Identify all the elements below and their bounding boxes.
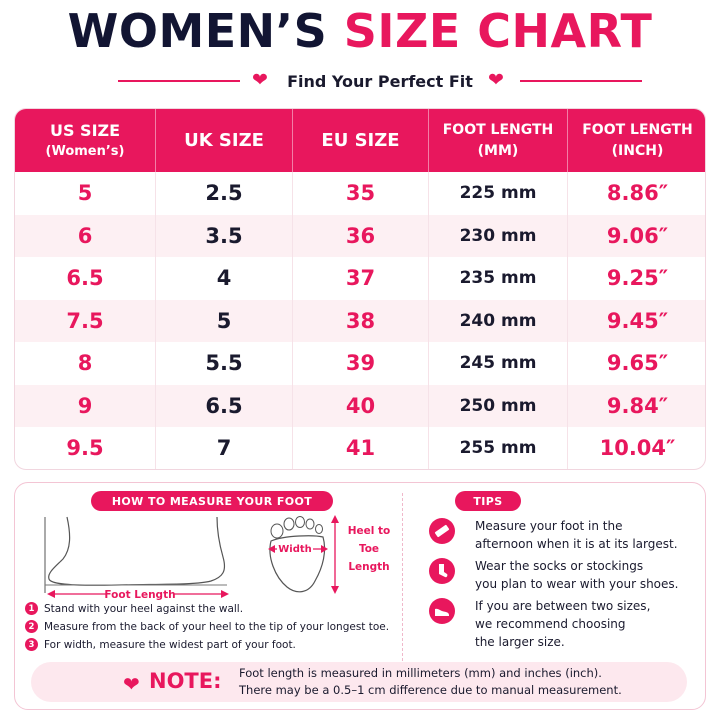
tip-text-line: you plan to wear with your shoes.	[475, 577, 679, 591]
title-part-1: WOMEN’S	[67, 4, 328, 58]
uk-size-cell: 7	[156, 427, 293, 469]
us-size-cell: 8	[15, 342, 156, 385]
tip-item: Measure your foot in the afternoon when …	[429, 517, 699, 553]
foot-length-inch-cell: 9.25″	[606, 266, 669, 291]
heel-to-toe-label-3: Length	[348, 561, 389, 573]
tip-text-line: we recommend choosing	[475, 617, 626, 631]
foot-length-mm-cell: 225 mm	[429, 172, 568, 215]
eu-size-cell: 39	[293, 342, 429, 385]
foot-length-inch-cell: 9.65″	[606, 351, 669, 376]
foot-top-illustration: Width Heel to Toe Length	[268, 515, 391, 594]
page-title: WOMEN’S SIZE CHART	[0, 4, 720, 58]
shoe-icon	[429, 598, 455, 624]
foot-length-inch-cell: 8.86″	[606, 181, 669, 206]
us-size-cell: 6.5	[15, 257, 156, 300]
measure-step: 1 Stand with your heel against the wall.	[25, 602, 243, 615]
tip-item: Wear the socks or stockings you plan to …	[429, 557, 699, 593]
tip-item: If you are between two sizes, we recomme…	[429, 597, 699, 651]
foot-length-mm-cell: 250 mm	[429, 384, 568, 427]
column-header-uk-size: UK SIZE	[156, 109, 293, 172]
step-number: 2	[25, 620, 38, 633]
tip-text-line: afternoon when it is at its largest.	[475, 537, 678, 551]
eu-size-cell: 38	[293, 299, 429, 342]
us-size-cell: 9.5	[15, 427, 156, 469]
foot-length-mm-cell: 235 mm	[429, 257, 568, 300]
uk-size-cell: 5	[156, 299, 293, 342]
note-line: Foot length is measured in millimeters (…	[239, 666, 602, 680]
table-row: 6 3.5 36 230 mm 9.06″	[15, 214, 705, 257]
panel-divider	[402, 493, 403, 661]
uk-size-cell: 5.5	[156, 342, 293, 385]
sock-icon	[429, 558, 455, 584]
note-text: Foot length is measured in millimeters (…	[239, 665, 622, 699]
table-row: 9 6.5 40 250 mm 9.84″	[15, 384, 705, 427]
foot-length-mm-cell: 230 mm	[429, 214, 568, 257]
heel-to-toe-label-2: Toe	[359, 543, 379, 555]
eu-size-cell: 35	[293, 172, 429, 215]
step-number: 3	[25, 638, 38, 651]
column-header-eu-size: EU SIZE	[293, 109, 429, 172]
subtitle-row: ❤ Find Your Perfect Fit ❤	[0, 68, 720, 94]
table-body: 5 2.5 35 225 mm 8.86″ 6 3.5 36 230 mm 9.06″ 6.5 4 37…	[15, 172, 705, 469]
eu-size-cell: 37	[293, 257, 429, 300]
column-header-foot-length-inch: FOOT LENGTH (INCH)	[582, 121, 693, 159]
foot-length-mm-cell: 255 mm	[429, 427, 568, 469]
table-row: 5 2.5 35 225 mm 8.86″	[15, 172, 705, 215]
heart-icon: ❤	[488, 69, 504, 91]
step-text: Stand with your heel against the wall.	[44, 602, 244, 615]
measure-step: 3 For width, measure the widest part of …	[25, 638, 296, 651]
info-panel: HOW TO MEASURE YOUR FOOT TIPS Foot Lengt…	[14, 482, 706, 710]
eu-size-cell: 41	[293, 427, 429, 469]
us-size-cell: 5	[15, 172, 156, 215]
tips-heading: TIPS	[455, 491, 521, 511]
step-text: For width, measure the widest part of yo…	[44, 638, 296, 651]
column-header-foot-length-mm: FOOT LENGTH (MM)	[429, 109, 568, 172]
table-row: 7.5 5 38 240 mm 9.45″	[15, 299, 705, 342]
column-header-us-size: US SIZE (Women’s)	[15, 109, 156, 172]
table-header: US SIZE (Women’s) UK SIZE EU SIZE FOOT L…	[15, 109, 705, 172]
title-part-2: SIZE CHART	[343, 4, 653, 58]
foot-side-illustration: Foot Length	[44, 516, 229, 601]
tip-text-line: Measure your foot in the	[475, 519, 623, 533]
foot-length-inch-cell: 9.45″	[606, 308, 669, 333]
eu-size-cell: 36	[293, 214, 429, 257]
step-text: Measure from the back of your heel to th…	[44, 620, 390, 633]
tip-text-line: Wear the socks or stockings	[475, 559, 644, 573]
table-row: 6.5 4 37 235 mm 9.25″	[15, 257, 705, 300]
foot-length-inch-cell: 10.04″	[599, 436, 676, 461]
width-label: Width	[278, 544, 312, 555]
measure-heading: HOW TO MEASURE YOUR FOOT	[91, 491, 333, 511]
subtitle-divider-right	[520, 80, 642, 82]
foot-length-mm-cell: 245 mm	[429, 342, 568, 385]
heart-icon: ❤	[252, 69, 268, 91]
heart-icon: ❤	[123, 672, 140, 696]
foot-length-mm-cell: 240 mm	[429, 299, 568, 342]
measure-step: 2 Measure from the back of your heel to …	[25, 620, 389, 633]
size-table: US SIZE (Women’s) UK SIZE EU SIZE FOOT L…	[14, 108, 706, 470]
tip-text-line: If you are between two sizes,	[475, 599, 651, 613]
us-size-cell: 9	[15, 384, 156, 427]
note-line: There may be a 0.5–1 cm difference due t…	[239, 683, 622, 697]
us-size-cell: 7.5	[15, 299, 156, 342]
tip-text-line: the larger size.	[475, 635, 565, 649]
step-number: 1	[25, 602, 38, 615]
uk-size-cell: 6.5	[156, 384, 293, 427]
subtitle-divider-left	[118, 80, 240, 82]
note-banner: ❤ NOTE: Foot length is measured in milli…	[31, 662, 687, 702]
table-row: 8 5.5 39 245 mm 9.65″	[15, 342, 705, 385]
foot-length-inch-cell: 9.84″	[606, 393, 669, 418]
us-size-cell: 6	[15, 214, 156, 257]
foot-length-inch-cell: 9.06″	[606, 223, 669, 248]
foot-length-label: Foot Length	[104, 589, 175, 601]
note-label: NOTE:	[149, 669, 222, 693]
table-row: 9.5 7 41 255 mm 10.04″	[15, 427, 705, 469]
subtitle: Find Your Perfect Fit	[287, 72, 473, 91]
heel-to-toe-label-1: Heel to	[348, 525, 391, 537]
uk-size-cell: 4	[156, 257, 293, 300]
uk-size-cell: 2.5	[156, 172, 293, 215]
eu-size-cell: 40	[293, 384, 429, 427]
uk-size-cell: 3.5	[156, 214, 293, 257]
ruler-icon	[429, 518, 455, 544]
